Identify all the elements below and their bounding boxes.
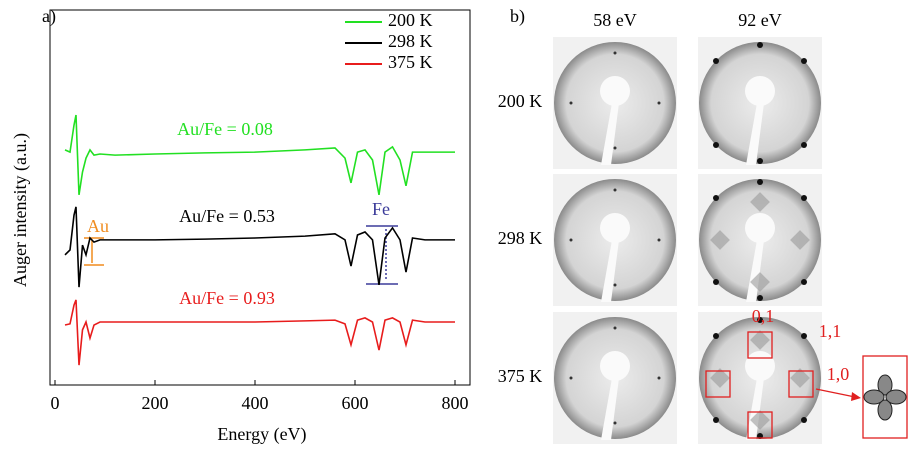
inset-lobe bbox=[863, 389, 885, 405]
spot bbox=[801, 417, 807, 423]
annotation: Au/Fe = 0.53 bbox=[179, 206, 275, 226]
spot bbox=[657, 101, 661, 105]
spot bbox=[613, 51, 617, 55]
spot bbox=[613, 283, 617, 287]
spot bbox=[801, 279, 807, 285]
x-axis-label: Energy (eV) bbox=[217, 424, 306, 445]
x-tick-label: 400 bbox=[242, 393, 269, 413]
gun bbox=[745, 213, 775, 243]
panel-label: b) bbox=[510, 6, 525, 27]
inset-lobe bbox=[877, 399, 893, 421]
plot-frame bbox=[49, 9, 471, 386]
spot bbox=[613, 188, 617, 192]
spot bbox=[757, 179, 763, 185]
spot bbox=[657, 376, 661, 380]
spot bbox=[757, 158, 763, 164]
gun-stem bbox=[601, 103, 619, 165]
spot-label: 1,1 bbox=[819, 321, 842, 341]
column-label: 58 eV bbox=[593, 10, 637, 30]
series-line bbox=[64, 299, 455, 366]
diffuse-spot bbox=[750, 330, 770, 350]
x-tick-label: 600 bbox=[342, 393, 369, 413]
diffuse-spot bbox=[710, 368, 730, 388]
spot bbox=[713, 279, 719, 285]
spot bbox=[613, 326, 617, 330]
spot-label: 0,1 bbox=[752, 306, 775, 326]
spot bbox=[713, 333, 719, 339]
spot bbox=[713, 142, 719, 148]
arrow bbox=[815, 388, 856, 398]
fe-bracket bbox=[366, 225, 398, 285]
row-label: 298 K bbox=[498, 228, 543, 248]
inset-lobe bbox=[885, 389, 907, 405]
spot bbox=[801, 333, 807, 339]
gun-stem bbox=[601, 240, 619, 302]
gun-stem bbox=[746, 240, 764, 302]
series-line bbox=[64, 206, 455, 288]
y-axis-label: Auger intensity (a.u.) bbox=[10, 133, 31, 287]
spot-label: 1,0 bbox=[827, 364, 850, 384]
spot bbox=[757, 42, 763, 48]
au-bracket bbox=[84, 237, 104, 266]
spot bbox=[801, 195, 807, 201]
highlight-box bbox=[747, 331, 773, 359]
gun bbox=[745, 76, 775, 106]
arrow-head bbox=[851, 392, 861, 401]
spot bbox=[757, 317, 763, 323]
highlight-box bbox=[705, 370, 731, 398]
annotation: Au/Fe = 0.93 bbox=[179, 288, 275, 308]
legend-label: 200 K bbox=[388, 10, 433, 30]
gun bbox=[600, 76, 630, 106]
column-label: 92 eV bbox=[738, 10, 782, 30]
spot bbox=[801, 58, 807, 64]
legend-label: 298 K bbox=[388, 31, 433, 51]
row-label: 200 K bbox=[498, 91, 543, 111]
series-line bbox=[64, 114, 455, 196]
gun bbox=[745, 351, 775, 381]
annotation: Fe bbox=[372, 199, 390, 219]
spot bbox=[757, 295, 763, 301]
gun-stem bbox=[746, 103, 764, 165]
gun bbox=[600, 213, 630, 243]
x-tick-label: 0 bbox=[51, 393, 60, 413]
spot bbox=[569, 376, 573, 380]
legend-label: 375 K bbox=[388, 52, 433, 72]
x-tick-label: 200 bbox=[142, 393, 169, 413]
spot bbox=[569, 238, 573, 242]
diffuse-spot bbox=[750, 272, 770, 292]
annotation: Au/Fe = 0.08 bbox=[177, 119, 273, 139]
highlight-box bbox=[788, 370, 814, 398]
row-label: 375 K bbox=[498, 366, 543, 386]
highlight-box bbox=[747, 411, 773, 439]
spot bbox=[713, 58, 719, 64]
inset-lobe bbox=[877, 374, 893, 396]
spot bbox=[613, 146, 617, 150]
panel-label: a) bbox=[42, 6, 56, 27]
gun bbox=[600, 351, 630, 381]
spot bbox=[713, 417, 719, 423]
spot bbox=[713, 195, 719, 201]
gun-stem bbox=[746, 378, 764, 440]
annotation: Au bbox=[87, 216, 109, 236]
x-tick-label: 800 bbox=[442, 393, 469, 413]
spot bbox=[613, 421, 617, 425]
diffuse-spot bbox=[790, 368, 810, 388]
spot bbox=[657, 238, 661, 242]
spot bbox=[569, 101, 573, 105]
diffuse-spot bbox=[750, 410, 770, 430]
gun-stem bbox=[601, 378, 619, 440]
spot bbox=[801, 142, 807, 148]
